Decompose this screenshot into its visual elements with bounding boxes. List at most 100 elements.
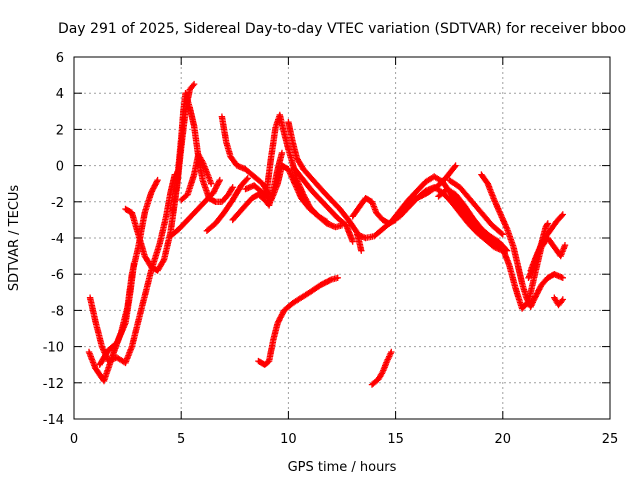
data-point — [540, 242, 543, 245]
data-point — [264, 363, 266, 366]
data-point — [281, 164, 283, 167]
data-point — [491, 224, 493, 227]
data-point — [459, 186, 461, 189]
data-point — [131, 211, 133, 214]
data-point — [555, 220, 558, 223]
data-point — [156, 269, 159, 272]
data-point — [178, 228, 180, 230]
data-point — [330, 278, 333, 281]
data-point — [257, 193, 260, 196]
data-point — [188, 88, 191, 91]
data-point — [446, 175, 448, 178]
data-point — [540, 284, 543, 286]
data-point — [381, 371, 384, 373]
data-point — [246, 177, 249, 180]
y-tick-label: -8 — [51, 304, 64, 319]
series-trace-12 — [263, 111, 331, 225]
series-trace-14 — [291, 166, 356, 245]
data-point — [506, 249, 508, 252]
data-point — [328, 208, 330, 210]
data-point — [330, 199, 333, 201]
data-point — [309, 206, 311, 209]
data-point — [450, 201, 453, 203]
data-point — [424, 181, 427, 183]
data-point — [356, 233, 358, 236]
data-point — [137, 246, 140, 248]
data-point — [201, 179, 204, 181]
data-point — [300, 296, 303, 299]
data-point — [315, 182, 318, 185]
data-point — [236, 164, 238, 167]
y-axis-ticks: -14 -12 -10 -8 -6 -4 -2 0 2 4 6 — [43, 51, 610, 428]
y-tick-label: -6 — [51, 268, 64, 283]
data-point — [210, 182, 213, 185]
data-point — [502, 248, 504, 250]
data-point — [467, 217, 470, 219]
data-point — [302, 193, 305, 196]
data-point — [291, 141, 294, 143]
data-point — [197, 153, 200, 156]
data-point — [212, 191, 215, 194]
data-point — [336, 277, 339, 279]
data-point — [206, 172, 208, 174]
data-point — [319, 199, 322, 201]
data-point — [231, 199, 234, 201]
data-point — [517, 264, 519, 266]
data-point — [137, 233, 140, 236]
y-tick-label: 0 — [56, 160, 64, 175]
data-point — [317, 215, 320, 218]
data-point — [553, 273, 556, 276]
data-point — [433, 175, 435, 178]
series-trace-6 — [167, 176, 223, 240]
data-point — [137, 320, 140, 323]
data-point — [287, 148, 290, 151]
data-point — [188, 106, 191, 109]
data-point — [351, 215, 354, 218]
data-point — [527, 300, 530, 303]
data-point — [193, 83, 195, 85]
data-point — [111, 354, 114, 357]
data-point — [261, 182, 264, 185]
data-point — [244, 168, 247, 171]
data-point — [553, 246, 556, 248]
data-point — [276, 322, 279, 324]
data-point — [336, 217, 339, 219]
data-point — [463, 204, 466, 207]
grid-lines — [74, 57, 610, 419]
data-point — [261, 191, 264, 194]
data-point — [446, 188, 448, 190]
data-point — [547, 222, 549, 225]
data-point — [264, 199, 266, 201]
series-markers — [291, 166, 356, 245]
data-point — [94, 367, 97, 370]
data-point — [276, 182, 279, 185]
data-point — [448, 179, 451, 181]
data-point — [534, 273, 536, 276]
data-point — [321, 190, 324, 192]
data-point — [253, 184, 255, 187]
data-point — [253, 175, 255, 178]
x-tick-label: 10 — [280, 432, 297, 447]
data-point — [345, 224, 348, 227]
data-point — [454, 164, 457, 167]
data-point — [471, 217, 474, 219]
data-point — [302, 168, 305, 171]
data-point — [218, 179, 221, 181]
y-tick-label: 2 — [56, 123, 64, 138]
data-point — [124, 208, 127, 210]
data-point — [270, 155, 273, 158]
data-point — [416, 190, 418, 192]
data-point — [497, 240, 500, 243]
x-tick-label: 15 — [387, 432, 404, 447]
data-point — [107, 360, 110, 362]
x-axis-label: GPS time / hours — [288, 460, 397, 475]
data-point — [116, 356, 118, 359]
y-tick-label: -10 — [43, 341, 64, 356]
data-point — [176, 182, 178, 185]
series-trace-25 — [525, 220, 551, 281]
data-point — [268, 360, 270, 362]
data-point — [296, 179, 298, 181]
data-point — [143, 211, 146, 214]
data-point — [326, 220, 328, 223]
data-point — [351, 240, 354, 243]
